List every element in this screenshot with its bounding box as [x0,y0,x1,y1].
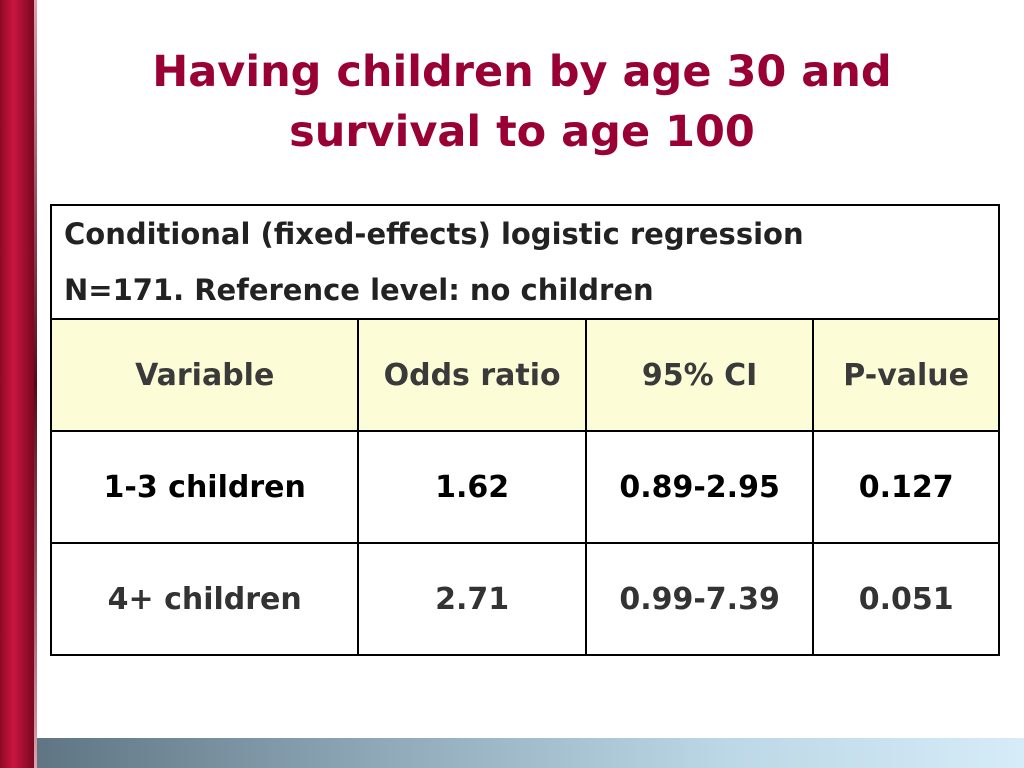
cell-odds-ratio: 2.71 [357,542,587,656]
cell-variable: 4+ children [49,542,360,656]
table-caption-row: Conditional (fixed-effects) logistic reg… [50,204,1000,320]
cell-ci: 0.99-7.39 [584,542,815,656]
header-p-value: P-value [812,318,1000,432]
left-accent-bar-edge [34,0,37,768]
left-accent-bar [0,0,34,768]
header-variable: Variable [49,318,360,432]
bottom-accent-bar [37,738,1024,768]
regression-table: Conditional (fixed-effects) logistic reg… [49,204,1000,656]
slide-title-line-1: Having children by age 30 and [152,47,892,97]
table-row: 4+ children 2.71 0.99-7.39 0.051 [49,542,1000,656]
slide-title-line-2: survival to age 100 [289,107,755,157]
header-ci: 95% CI [584,318,815,432]
header-odds-ratio: Odds ratio [357,318,587,432]
table-row: 1-3 children 1.62 0.89-2.95 0.127 [49,430,1000,544]
cell-odds-ratio: 1.62 [357,430,587,544]
table-caption-line-1: Conditional (fixed-effects) logistic reg… [64,217,804,251]
cell-ci: 0.89-2.95 [584,430,815,544]
cell-variable: 1-3 children [49,430,360,544]
table-caption: Conditional (fixed-effects) logistic reg… [50,204,1000,320]
table-caption-line-2: N=171. Reference level: no children [64,273,654,307]
cell-p-value: 0.051 [812,542,1000,656]
slide-title: Having children by age 30 and survival t… [60,42,984,162]
table-header-row: Variable Odds ratio 95% CI P-value [49,318,1000,432]
cell-p-value: 0.127 [812,430,1000,544]
